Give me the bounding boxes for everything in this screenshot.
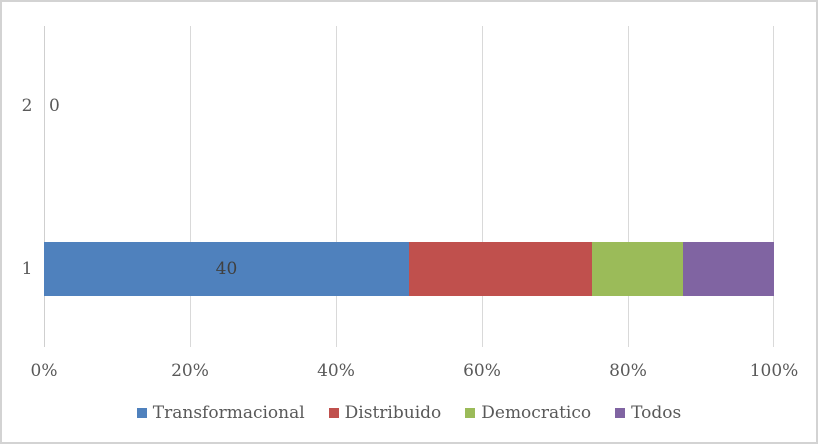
gridline-40% bbox=[336, 26, 337, 347]
y-category-label-2: 2 bbox=[21, 96, 33, 116]
x-tick-100%: 100% bbox=[749, 361, 799, 381]
stacked-bar-category-1: 40 bbox=[44, 242, 774, 296]
data-label-category-2: 0 bbox=[49, 96, 60, 116]
bar-segment-democratico bbox=[591, 242, 683, 296]
bar-segment-todos bbox=[682, 242, 774, 296]
gridline-0% bbox=[44, 26, 45, 347]
x-tick-60%: 60% bbox=[463, 361, 501, 381]
legend-label: Transformacional bbox=[152, 403, 305, 423]
x-tick-80%: 80% bbox=[609, 361, 647, 381]
legend-label: Distribuido bbox=[344, 403, 442, 423]
legend-swatch-icon bbox=[328, 408, 339, 418]
y-category-label-1: 1 bbox=[21, 259, 33, 279]
gridline-20% bbox=[190, 26, 191, 347]
gridline-100% bbox=[773, 26, 774, 347]
legend-item-todos: Todos bbox=[615, 403, 681, 423]
gridline-60% bbox=[482, 26, 483, 347]
bar-segment-distribuido bbox=[409, 242, 592, 296]
legend-swatch-icon bbox=[136, 408, 147, 418]
gridline-80% bbox=[628, 26, 629, 347]
legend-swatch-icon bbox=[465, 408, 476, 418]
legend-label: Todos bbox=[631, 403, 682, 423]
plot-area: 40 0 bbox=[44, 26, 774, 347]
legend-item-democratico: Democratico bbox=[465, 403, 591, 423]
legend: Transformacional Distribuido Democratico To… bbox=[2, 403, 816, 423]
legend-item-transformacional: Transformacional bbox=[136, 403, 305, 423]
x-tick-20%: 20% bbox=[171, 361, 209, 381]
x-tick-40%: 40% bbox=[317, 361, 355, 381]
x-tick-0%: 0% bbox=[30, 361, 58, 381]
segment-data-label: 40 bbox=[215, 259, 238, 279]
bar-segment-transformacional: 40 bbox=[44, 242, 409, 296]
legend-swatch-icon bbox=[615, 408, 626, 418]
legend-item-distribuido: Distribuido bbox=[328, 403, 442, 423]
legend-label: Democratico bbox=[481, 403, 592, 423]
